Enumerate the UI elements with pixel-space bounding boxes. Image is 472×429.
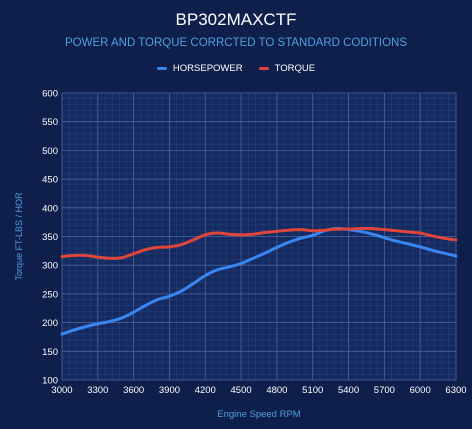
y-tick-label: 400 <box>42 203 58 214</box>
y-tick-label: 150 <box>42 347 58 358</box>
x-tick-label: 3600 <box>123 385 144 396</box>
legend-swatch-torque <box>258 67 269 70</box>
x-tick-label: 4500 <box>231 385 252 396</box>
y-tick-label: 300 <box>42 261 58 272</box>
y-tick-label: 450 <box>42 175 58 186</box>
x-tick-label: 4800 <box>266 385 287 396</box>
y-tick-label: 500 <box>42 146 58 157</box>
legend-label-torque: TORQUE <box>274 63 316 74</box>
chart-legend: HORSEPOWER TORQUE <box>0 63 472 74</box>
chart-subtitle: POWER AND TORQUE CORRCTED TO STANDARD CO… <box>64 37 408 49</box>
x-axis-title: Engine Speed RPM <box>217 409 301 420</box>
y-tick-label: 200 <box>42 318 58 329</box>
x-tick-label: 4200 <box>195 385 216 396</box>
x-tick-label: 3900 <box>159 385 180 396</box>
legend-item-torque[interactable]: TORQUE <box>258 63 316 74</box>
y-tick-label: 250 <box>42 289 58 300</box>
x-tick-label: 6000 <box>410 385 431 396</box>
x-tick-label: 3300 <box>87 385 108 396</box>
x-tick-label: 6300 <box>445 385 466 396</box>
x-tick-label: 5700 <box>374 385 395 396</box>
series-line-torque <box>60 226 458 260</box>
series-line-horsepower <box>60 226 458 336</box>
y-tick-label: 600 <box>42 89 58 100</box>
y-tick-label: 100 <box>42 376 58 387</box>
x-tick-label: 5400 <box>338 385 359 396</box>
chart-title: BP302MAXCTF <box>175 10 297 29</box>
legend-item-horsepower[interactable]: HORSEPOWER <box>156 63 243 74</box>
y-tick-label: 350 <box>42 232 58 243</box>
y-tick-label: 550 <box>42 117 58 128</box>
y-axis-title: Torque FT-LBS / HOR <box>14 192 24 281</box>
x-tick-label: 5100 <box>302 385 323 396</box>
x-tick-label: 3000 <box>51 385 72 396</box>
legend-swatch-horsepower <box>156 67 167 70</box>
legend-label-horsepower: HORSEPOWER <box>172 63 243 74</box>
